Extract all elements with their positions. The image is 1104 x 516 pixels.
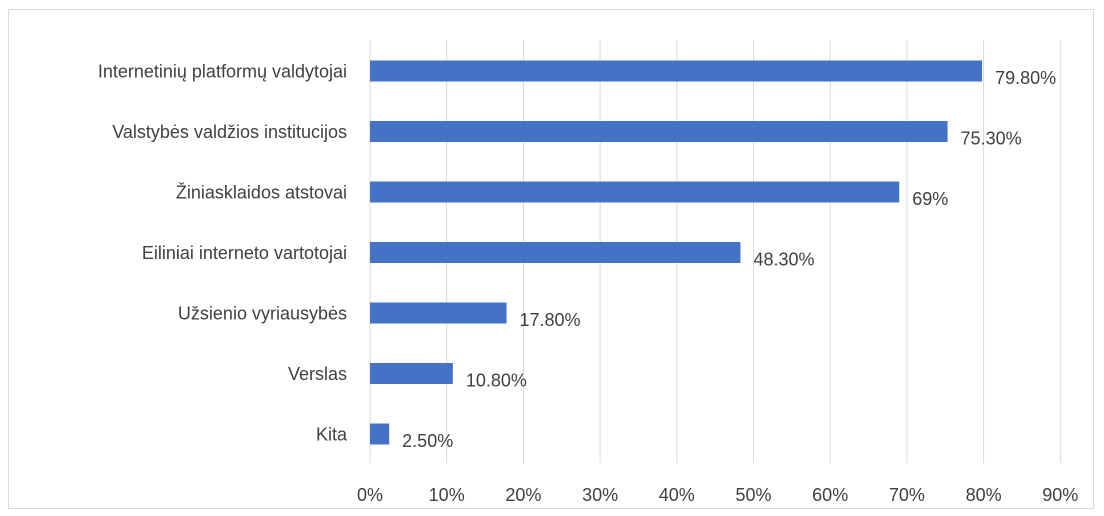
x-tick-label: 20% [505,485,541,505]
bar [370,121,948,142]
data-label: 17.80% [520,310,581,330]
category-label: Žiniasklaidos atstovai [176,183,347,203]
x-tick-label: 80% [966,485,1002,505]
data-label: 2.50% [402,431,453,451]
x-tick-label: 10% [429,485,465,505]
category-label: Verslas [288,364,347,384]
data-label: 69% [912,189,948,209]
x-tick-label: 70% [889,485,925,505]
bar [370,302,507,324]
bars [370,60,983,445]
x-tick-label: 30% [582,485,618,505]
data-label: 79.80% [995,68,1056,88]
gridlines [369,40,1061,463]
category-label: Užsienio vyriausybės [178,304,347,324]
bar [370,181,900,203]
category-label: Eiliniai interneto vartotojai [142,243,347,263]
data-label: 75.30% [961,129,1022,149]
category-labels: Internetinių platformų valdytojai Valstyb… [98,62,348,445]
x-tick-label: 60% [812,485,848,505]
bar [370,423,390,445]
bar [370,242,741,263]
bar [370,363,453,384]
category-label: Kita [316,425,348,445]
x-axis-tick-labels: 0% 10% 20% 30% 40% 50% 60% 70% 80% 90% [357,485,1078,505]
x-tick-label: 50% [735,485,771,505]
data-label: 48.30% [753,250,814,270]
x-tick-label: 0% [357,485,383,505]
category-label: Valstybės valdžios institucijos [112,122,347,142]
data-labels: 79.80% 75.30% 69% 48.30% 17.80% 10.80% 2.50% [402,68,1056,451]
category-label: Internetinių platformų valdytojai [98,62,347,82]
x-tick-label: 90% [1042,485,1078,505]
bar [370,60,983,82]
x-tick-label: 40% [659,485,695,505]
data-label: 10.80% [466,371,527,391]
